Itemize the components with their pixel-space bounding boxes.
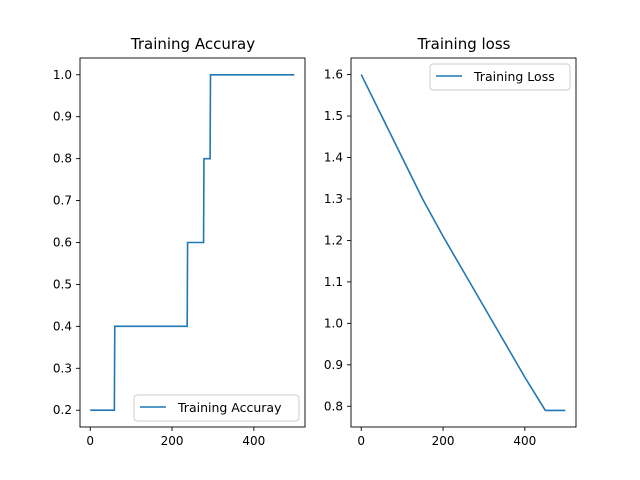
- accuracy-xtick-label: 400: [242, 434, 265, 448]
- accuracy-xtick-label: 0: [86, 434, 94, 448]
- accuracy-xtick-label: 200: [161, 434, 184, 448]
- accuracy-panel: Training Accuray 0 200 4000.20.30.40.50.60…: [53, 35, 306, 448]
- loss-ytick-label: 0.9: [324, 358, 343, 372]
- loss-ytick-label: 1.5: [324, 109, 343, 123]
- accuracy-ticks: 0 200 400 0.2 0.3 0.4 0.5 0.6 0.7 0.8 0.9 1.0: [53, 68, 265, 448]
- loss-xtick-label: 200: [432, 434, 455, 448]
- loss-legend: Training Loss: [429, 63, 571, 91]
- loss-ytick-label: 1.3: [324, 192, 343, 206]
- loss-panel: Training loss 0 200 400 0.8 0.9 1.0 1.1 1.2 1.3 1…: [324, 35, 577, 448]
- accuracy-ytick-label: 0.7: [53, 194, 72, 208]
- loss-axes-frame: [350, 57, 577, 428]
- loss-ytick-label: 0.8: [324, 399, 343, 413]
- accuracy-ytick-label: 0.6: [53, 236, 72, 250]
- loss-ytick-label: 1.4: [324, 151, 343, 165]
- loss-legend-box: [429, 63, 571, 91]
- loss-series-line: [360, 74, 566, 412]
- accuracy-legend: Training Accuray: [133, 394, 300, 422]
- accuracy-panel-title: Training Accuray: [130, 35, 255, 53]
- accuracy-ytick-label: 1.0: [53, 68, 72, 82]
- loss-ytick-label: 1.2: [324, 233, 343, 247]
- loss-legend-label: Training Loss: [473, 69, 555, 84]
- accuracy-ytick-label: 0.5: [53, 277, 72, 291]
- accuracy-legend-label: Training Accuray: [177, 400, 282, 415]
- loss-ticks: 0 200 400 0.8 0.9 1.0 1.1 1.2 1.3 1.4 1.5 1.6: [324, 68, 536, 448]
- accuracy-ytick-label: 0.9: [53, 110, 72, 124]
- accuracy-legend-box: [133, 394, 300, 422]
- accuracy-axes-frame: [79, 57, 306, 428]
- accuracy-series-line: [90, 73, 295, 412]
- accuracy-ytick-label: 0.4: [53, 319, 72, 333]
- loss-xtick-label: 400: [513, 434, 536, 448]
- accuracy-ytick-label: 0.2: [53, 403, 72, 417]
- loss-ytick-label: 1.6: [324, 68, 343, 82]
- loss-panel-title: Training loss: [417, 35, 511, 53]
- loss-xtick-label: 0: [357, 434, 365, 448]
- loss-ytick-label: 1.1: [324, 275, 343, 289]
- accuracy-ytick-label: 0.3: [53, 361, 72, 375]
- accuracy-ytick-label: 0.8: [53, 152, 72, 166]
- loss-ytick-label: 1.0: [324, 316, 343, 330]
